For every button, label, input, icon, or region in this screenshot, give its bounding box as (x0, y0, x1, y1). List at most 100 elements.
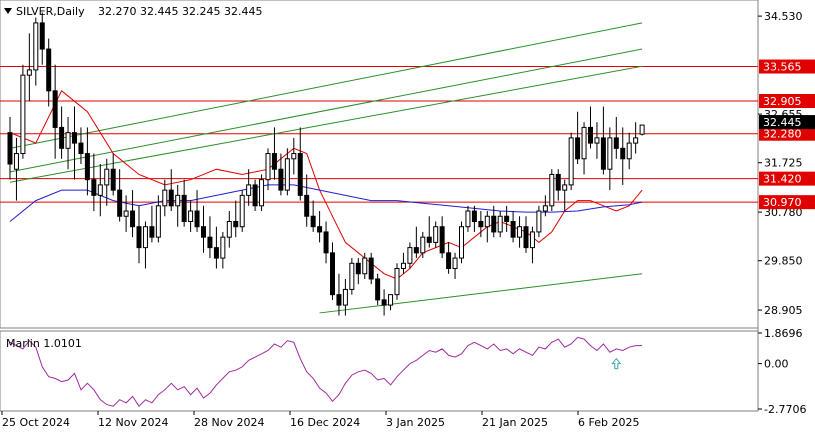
up-arrow-icon (611, 357, 622, 370)
candle-body (20, 74, 26, 155)
candle-body (317, 226, 323, 233)
candle-body (394, 268, 400, 296)
candle (375, 273, 381, 306)
candle (439, 216, 445, 259)
candle (194, 190, 200, 232)
time-tick-label: 3 Jan 2025 (386, 416, 445, 429)
price-tick-label: 30.780 (764, 206, 803, 219)
current-price-box (759, 115, 815, 130)
candle-body (13, 153, 19, 170)
candle-body (549, 173, 555, 207)
candle-body (207, 236, 213, 249)
candle (33, 17, 39, 86)
price-tick-label: 34.530 (764, 10, 803, 23)
level-label-4: 30.970 (763, 196, 802, 209)
candle (523, 216, 529, 253)
candle-body (7, 132, 13, 165)
candle-body (252, 184, 258, 207)
candle-body (639, 124, 645, 135)
candle (84, 127, 90, 196)
candle-body (426, 236, 432, 243)
candle (620, 127, 626, 185)
candle (278, 153, 284, 196)
price-tick-label: 31.725 (764, 157, 803, 170)
candle (413, 226, 419, 259)
candle (291, 137, 297, 175)
candle (181, 179, 187, 227)
level-label-box-4 (759, 195, 815, 210)
candle (304, 174, 310, 227)
candle-body (201, 226, 206, 238)
candle-body (459, 226, 464, 259)
candle (478, 211, 484, 238)
candle (26, 33, 32, 102)
indicator-label: Marlin 1.0101 (6, 337, 82, 350)
level-labels: 33.565 32.905 32.280 31.420 30.970 32.445 (759, 59, 815, 210)
candle-body (613, 137, 619, 149)
candle-body (91, 179, 97, 196)
candle (342, 278, 348, 316)
candle (536, 205, 542, 238)
candle (188, 200, 194, 232)
candle (471, 205, 477, 232)
candle (97, 164, 103, 217)
candle-body (504, 215, 510, 222)
candle (588, 106, 593, 149)
candle (575, 111, 581, 164)
candle (504, 205, 510, 232)
candle-body (330, 252, 335, 296)
candle (149, 205, 155, 243)
candle-body (471, 210, 477, 222)
time-tick-label: 28 Nov 2024 (194, 416, 264, 429)
candle (59, 106, 65, 159)
candle-body (72, 132, 77, 144)
candle (517, 216, 523, 248)
candle (130, 190, 136, 238)
candle (594, 122, 600, 159)
candle (142, 221, 148, 269)
trend-channel (9, 22, 643, 314)
channel-line-2 (9, 22, 643, 149)
candle-body (162, 189, 168, 207)
candle (388, 294, 394, 311)
candle (239, 190, 245, 232)
candle-body (523, 226, 529, 249)
candle (252, 179, 258, 212)
candle (452, 252, 458, 279)
symbol-menu-icon[interactable] (4, 8, 12, 14)
candle-body (349, 262, 355, 290)
candle (555, 169, 561, 201)
candle-body (542, 205, 548, 212)
candle (13, 137, 19, 201)
price-tick-label: 28.905 (764, 304, 803, 317)
candle-body (407, 247, 413, 264)
candle (542, 195, 548, 217)
candle-body (607, 137, 613, 170)
candle (207, 216, 213, 259)
candle-body (213, 247, 219, 259)
time-tick-label: 25 Oct 2024 (2, 416, 70, 429)
candle-body (446, 252, 452, 270)
candle (91, 153, 97, 212)
candle (549, 169, 555, 212)
candle-body (33, 22, 39, 71)
candle (110, 153, 116, 196)
osc-tick-label: 0.00 (764, 358, 789, 371)
candle (39, 12, 45, 65)
candle (201, 205, 206, 253)
candle-body (220, 236, 226, 259)
candle-body (439, 226, 445, 254)
candle-body (626, 142, 632, 160)
candle-body (117, 189, 123, 217)
candle (510, 211, 516, 243)
candle (349, 258, 355, 295)
level-label-3: 31.420 (763, 173, 802, 186)
candle-body (336, 294, 342, 306)
candle (355, 258, 361, 285)
level-label-2: 32.280 (763, 128, 802, 141)
candle-body (484, 215, 490, 228)
current-price-label: 32.445 (763, 116, 802, 129)
time-tick-label: 6 Feb 2025 (578, 416, 639, 429)
candle-body (517, 226, 523, 238)
